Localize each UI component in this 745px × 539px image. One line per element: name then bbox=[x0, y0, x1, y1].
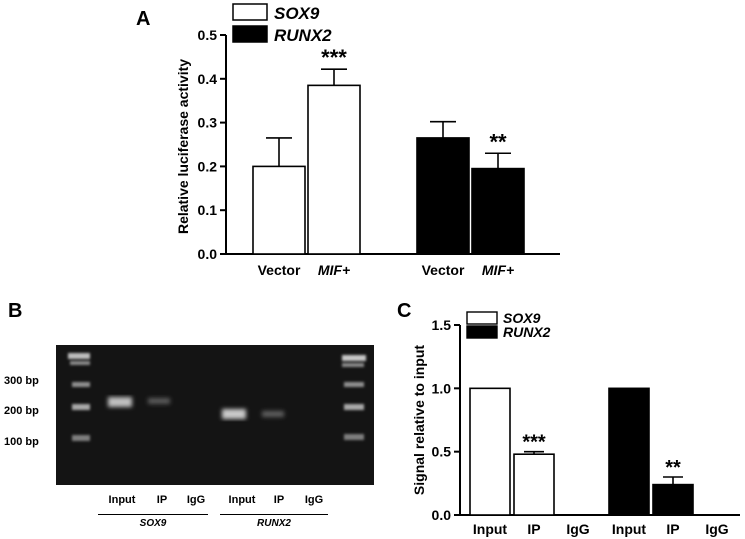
y-axis-label: Signal relative to input bbox=[411, 345, 427, 495]
gel-image bbox=[56, 345, 374, 485]
x-tick-label: IP bbox=[527, 521, 540, 537]
significance-label: *** bbox=[522, 432, 546, 454]
bar-runx2 bbox=[652, 483, 694, 516]
gel-lane-label: Input bbox=[108, 494, 136, 506]
x-tick-label: Vector bbox=[422, 262, 465, 278]
gel-lane-label: IP bbox=[156, 494, 168, 506]
y-tick-label: 0.3 bbox=[198, 115, 218, 131]
legend-label-sox9: SOX9 bbox=[274, 4, 320, 23]
gel-lane-label: IgG bbox=[186, 494, 206, 506]
bar-runx2 bbox=[416, 137, 470, 255]
significance-label: *** bbox=[321, 45, 347, 70]
y-tick-label: 0.5 bbox=[198, 27, 218, 43]
x-tick-label: IgG bbox=[566, 521, 589, 537]
bar-sox9 bbox=[469, 387, 511, 516]
legend-swatch-sox9 bbox=[232, 3, 268, 21]
x-tick-label: Vector bbox=[258, 262, 301, 278]
y-tick-label: 1.5 bbox=[432, 317, 452, 333]
gel-group-line-sox9 bbox=[98, 514, 208, 515]
y-tick-label: 0.0 bbox=[198, 246, 218, 262]
legend-label-runx2: RUNX2 bbox=[274, 26, 332, 45]
bar-sox9 bbox=[252, 165, 306, 255]
chart-a: 0.0 0.1 0.2 0.3 0.4 0.5 Relative luciferase ac… bbox=[175, 3, 560, 278]
gel-lane-label: IgG bbox=[304, 494, 324, 506]
y-tick-label: 0.1 bbox=[198, 202, 218, 218]
legend-label-sox9: SOX9 bbox=[503, 310, 541, 326]
panel-a-letter: A bbox=[136, 8, 151, 30]
y-axis-label: Relative luciferase activity bbox=[175, 59, 191, 234]
legend-swatch-sox9 bbox=[466, 311, 498, 325]
y-tick-label: 0.4 bbox=[198, 71, 218, 87]
bar-runx2 bbox=[608, 387, 650, 516]
x-tick-label: IP bbox=[666, 521, 679, 537]
panel-b-letter: B bbox=[8, 300, 23, 322]
gel-group-label-sox9: SOX9 bbox=[139, 518, 167, 529]
gel-lane-label: IP bbox=[273, 494, 285, 506]
legend-swatch-runx2 bbox=[466, 325, 498, 339]
x-tick-label: Input bbox=[473, 521, 508, 537]
ladder-label-100: 100 bp bbox=[4, 436, 39, 448]
x-tick-label: MIF+ bbox=[318, 262, 350, 278]
gel-group-label-runx2: RUNX2 bbox=[257, 518, 291, 529]
legend-swatch-runx2 bbox=[232, 25, 268, 43]
gel-bands bbox=[68, 353, 366, 441]
gel-lane-label: Input bbox=[228, 494, 256, 506]
x-tick-label: MIF+ bbox=[482, 262, 514, 278]
ladder-label-200: 200 bp bbox=[4, 405, 39, 417]
legend-label-runx2: RUNX2 bbox=[503, 324, 551, 340]
y-tick-label: 1.0 bbox=[432, 380, 452, 396]
panel-c-letter: C bbox=[397, 300, 412, 322]
significance-label: ** bbox=[489, 129, 507, 154]
x-tick-label: Input bbox=[612, 521, 647, 537]
y-tick-label: 0.0 bbox=[432, 507, 452, 523]
y-tick-label: 0.5 bbox=[432, 444, 452, 460]
significance-label: ** bbox=[665, 457, 681, 479]
x-tick-label: IgG bbox=[705, 521, 728, 537]
gel-group-line-runx2 bbox=[220, 514, 328, 515]
bar-runx2 bbox=[471, 167, 525, 255]
bar-sox9 bbox=[513, 453, 555, 516]
y-tick-label: 0.2 bbox=[198, 158, 218, 174]
ladder-label-300: 300 bp bbox=[4, 375, 39, 387]
